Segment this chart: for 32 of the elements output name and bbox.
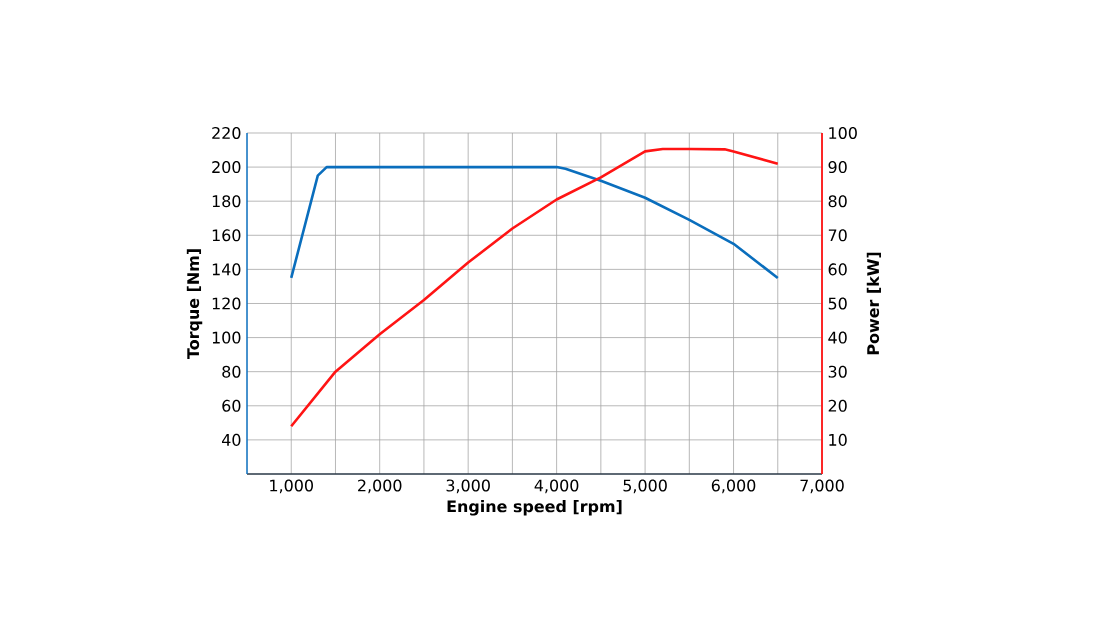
y-tick-label: 80 bbox=[222, 365, 241, 378]
y-tick-label: 160 bbox=[212, 229, 241, 242]
y-tick-label: 120 bbox=[212, 297, 241, 310]
y2-tick-label: 100 bbox=[829, 126, 857, 139]
y-tick-label: 200 bbox=[212, 161, 241, 174]
y2-tick-label: 30 bbox=[828, 365, 847, 378]
y2-tick-label: 90 bbox=[828, 161, 847, 174]
y2-tick-label: 70 bbox=[828, 229, 847, 242]
x-tick-label: 2,000 bbox=[358, 479, 402, 494]
y-tick-label: 140 bbox=[212, 263, 241, 276]
x-tick-label: 1,000 bbox=[270, 479, 313, 494]
x-tick-label: 5,000 bbox=[623, 479, 667, 494]
x-axis-title: Engine speed [rpm] bbox=[447, 500, 622, 516]
y2-tick-label: 20 bbox=[828, 399, 847, 412]
y2-tick-label: 80 bbox=[828, 195, 847, 208]
y-tick-label: 180 bbox=[212, 195, 241, 208]
y2-tick-label: 40 bbox=[828, 331, 847, 344]
x-tick-label: 4,000 bbox=[534, 479, 579, 494]
y2-tick-label: 10 bbox=[829, 433, 847, 446]
y-tick-label: 60 bbox=[222, 399, 241, 412]
line-series bbox=[289, 147, 780, 428]
y-axis-title: Torque [Nm] bbox=[186, 249, 203, 360]
y-tick-label: 100 bbox=[212, 331, 241, 344]
x-tick-label: 6,000 bbox=[711, 479, 756, 494]
y2-axis-title: Power [kW] bbox=[866, 252, 881, 355]
y2-tick-label: 60 bbox=[828, 263, 847, 276]
line-series bbox=[289, 165, 780, 280]
x-tick-label: 3,000 bbox=[446, 479, 490, 494]
y2-tick-label: 50 bbox=[828, 297, 847, 310]
x-tick-label: 7,000 bbox=[800, 479, 844, 494]
y-tick-label: 40 bbox=[222, 433, 241, 446]
y-tick-label: 220 bbox=[212, 126, 241, 140]
